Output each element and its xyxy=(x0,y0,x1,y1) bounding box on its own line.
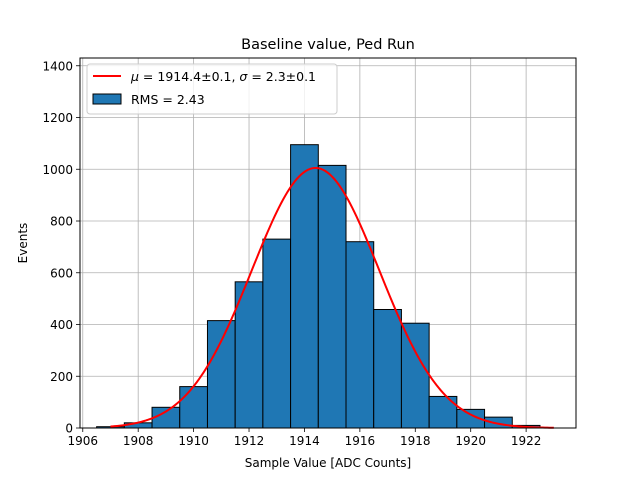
y-tick-label: 1400 xyxy=(42,59,73,73)
legend-fit-label: μ = 1914.4±0.1, σ = 2.3±0.1 xyxy=(130,69,316,84)
y-tick-label: 1000 xyxy=(42,163,73,177)
histogram-bar xyxy=(206,320,236,429)
histogram-bar xyxy=(234,281,264,429)
legend-histogram-label: RMS = 2.43 xyxy=(131,92,205,107)
legend-frame xyxy=(86,63,338,115)
x-tick-label: 1910 xyxy=(178,434,209,448)
y-tick-label: 400 xyxy=(50,318,73,332)
x-tick-label: 1920 xyxy=(455,434,486,448)
histogram-bar xyxy=(179,386,208,429)
histogram-bar xyxy=(400,322,430,429)
legend-sigma-symbol: σ xyxy=(239,69,248,84)
legend: μ = 1914.4±0.1, σ = 2.3±0.1 RMS = 2.43 xyxy=(86,63,338,115)
plot-area-frame xyxy=(79,57,577,429)
histogram-bar xyxy=(290,144,319,429)
x-tick-label: 1922 xyxy=(511,434,542,448)
legend-mu-symbol: μ xyxy=(130,69,139,84)
histogram-bar xyxy=(345,241,375,429)
y-tick-label: 1200 xyxy=(42,111,73,125)
x-tick-label: 1914 xyxy=(289,434,320,448)
x-tick-label: 1916 xyxy=(345,434,376,448)
x-axis-label: Sample Value [ADC Counts] xyxy=(245,456,411,470)
x-tick-label: 1906 xyxy=(67,434,98,448)
x-tick-label: 1912 xyxy=(234,434,265,448)
legend-sigma-value: = 2.3±0.1 xyxy=(247,69,316,84)
y-tick-label: 600 xyxy=(50,266,73,280)
histogram-bar xyxy=(373,308,402,429)
y-axis-ticks: 0 200 400 600 800 1000 1200 1400 xyxy=(42,59,80,436)
x-axis-ticks: 1906 1908 1910 1912 1914 1916 1918 1920 1922 xyxy=(67,428,541,448)
y-tick-label: 800 xyxy=(50,215,73,229)
histogram-bar xyxy=(484,416,513,429)
y-tick-label: 0 xyxy=(65,422,73,436)
x-tick-label: 1918 xyxy=(400,434,431,448)
gaussian-fit-line xyxy=(110,167,554,429)
legend-histogram-swatch xyxy=(92,93,122,105)
y-tick-label: 200 xyxy=(50,370,73,384)
legend-mu-value: = 1914.4±0.1, xyxy=(139,69,239,84)
y-axis-label: Events xyxy=(16,223,30,264)
x-tick-label: 1908 xyxy=(123,434,154,448)
histogram-bar xyxy=(317,164,347,429)
chart-title: Baseline value, Ped Run xyxy=(241,37,415,53)
histogram-bar xyxy=(262,238,292,429)
